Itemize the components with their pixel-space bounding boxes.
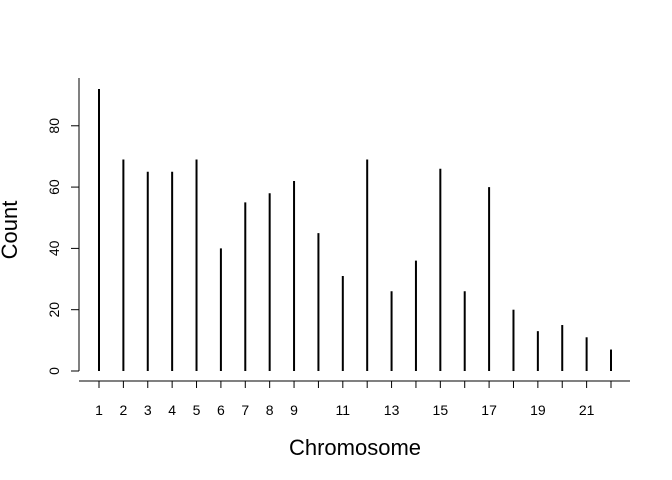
x-tick-label: 6 [217, 402, 225, 418]
x-tick-label: 7 [241, 402, 249, 418]
x-tick-label: 21 [579, 402, 595, 418]
y-axis: 0 20 40 60 80 [46, 78, 80, 375]
x-tick-label: 4 [168, 402, 176, 418]
x-tick-label: 19 [530, 402, 546, 418]
y-tick-label: 20 [46, 302, 62, 318]
x-tick-label: 13 [384, 402, 400, 418]
x-tick-label: 17 [481, 402, 497, 418]
y-tick-label: 40 [46, 240, 62, 256]
x-tick-label: 9 [290, 402, 298, 418]
x-tick-label: 5 [193, 402, 201, 418]
x-tick-label: 1 [95, 402, 103, 418]
x-tick-label: 8 [266, 402, 274, 418]
y-tick-label: 60 [46, 179, 62, 195]
y-tick-label: 80 [46, 118, 62, 134]
y-tick-label: 0 [46, 367, 62, 375]
y-axis-title: Count [0, 201, 22, 260]
x-tick-label: 2 [119, 402, 127, 418]
x-tick-label: 11 [336, 402, 351, 418]
x-axis-title: Chromosome [289, 435, 421, 460]
x-tick-label: 15 [433, 402, 449, 418]
bars [98, 89, 612, 371]
x-axis: 1 2 3 4 5 6 7 8 9 11 13 15 17 19 21 [79, 380, 630, 418]
x-tick-label: 3 [144, 402, 152, 418]
